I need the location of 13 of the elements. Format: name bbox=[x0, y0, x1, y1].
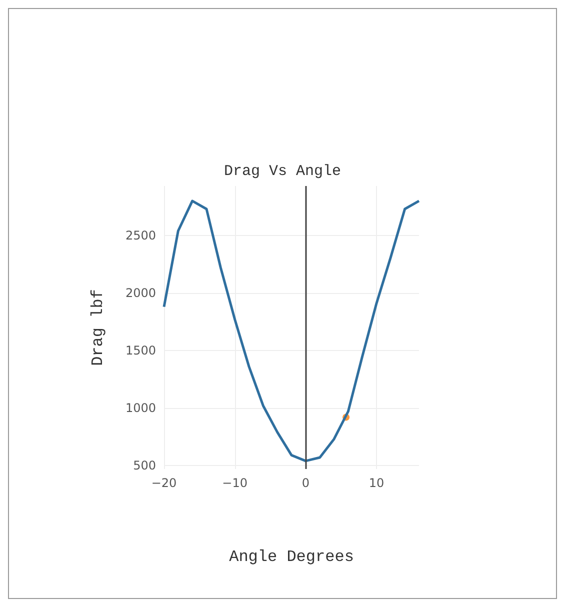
y-tick-label: 1500 bbox=[125, 344, 156, 358]
x-tick-label: −20 bbox=[151, 476, 177, 490]
x-tick-label: 0 bbox=[302, 476, 310, 490]
y-tick-label: 2000 bbox=[125, 286, 156, 300]
line-series bbox=[162, 200, 420, 462]
y-tick-label: 2500 bbox=[125, 228, 156, 242]
y-axis-title: Drag lbf bbox=[89, 289, 107, 366]
chart-title: Drag Vs Angle bbox=[224, 163, 342, 180]
x-tick-label: 10 bbox=[368, 476, 384, 490]
x-axis-title: Angle Degrees bbox=[229, 548, 354, 566]
x-tick-label: −10 bbox=[222, 476, 248, 490]
y-tick-label: 500 bbox=[133, 458, 156, 473]
y-tick-label: 1000 bbox=[125, 401, 156, 416]
